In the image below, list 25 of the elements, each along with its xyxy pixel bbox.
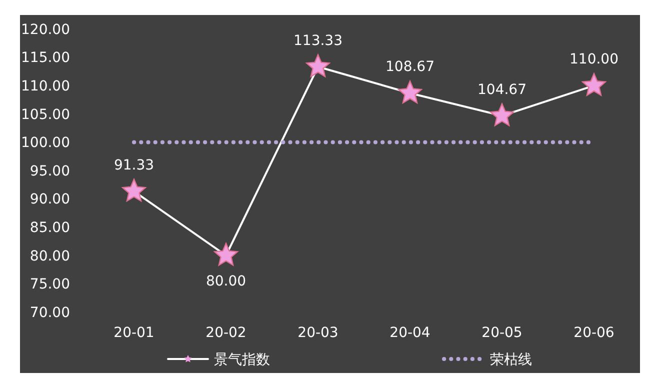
legend-label: 荣枯线 (490, 352, 532, 368)
y-tick-label: 80.00 (30, 248, 70, 264)
x-tick-label: 20-02 (206, 325, 246, 341)
y-tick-label: 100.00 (21, 135, 70, 152)
data-label: 91.33 (114, 157, 154, 174)
legend-label: 景气指数 (214, 352, 270, 368)
x-tick-label: 20-06 (574, 325, 614, 341)
y-tick-label: 70.00 (30, 304, 70, 321)
y-tick-label: 95.00 (30, 163, 70, 180)
y-tick-label: 115.00 (21, 50, 70, 66)
data-label: 113.33 (294, 32, 342, 49)
data-label: 80.00 (206, 273, 246, 290)
data-label: 104.67 (478, 82, 526, 98)
x-tick-label: 20-03 (298, 325, 338, 341)
y-tick-label: 75.00 (30, 276, 70, 293)
x-tick-label: 20-01 (114, 325, 154, 341)
x-tick-label: 20-04 (390, 325, 430, 341)
data-label: 110.00 (570, 52, 618, 68)
data-label: 108.67 (386, 59, 434, 76)
y-tick-label: 110.00 (21, 78, 70, 94)
y-tick-label: 85.00 (30, 220, 70, 236)
y-tick-label: 90.00 (30, 192, 70, 208)
x-tick-label: 20-05 (482, 325, 522, 341)
y-tick-label: 120.00 (21, 22, 70, 38)
y-tick-label: 105.00 (21, 106, 70, 123)
